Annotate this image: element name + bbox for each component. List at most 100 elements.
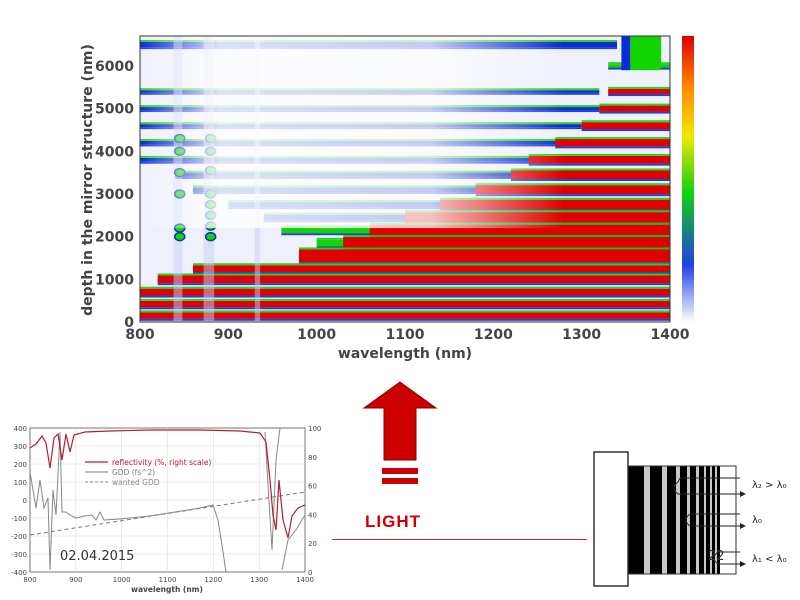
y-tick-label: 3000 [95,187,134,203]
x-tick-label: 800 [125,327,154,343]
reflectivity-curve [29,429,306,539]
mirror-layer [699,466,704,574]
right-tick-label: 20 [308,540,317,548]
y-tick-label: 4000 [95,144,134,160]
x-axis-label: wavelength (nm) [338,346,472,362]
gdd-curve [29,427,306,573]
arrow-stripe [382,478,418,484]
left-tick-label: -200 [11,533,27,541]
heatmap-band-edge [157,283,670,286]
light-arrow [362,381,438,484]
beam-path-center [685,513,740,527]
mirror-layer [715,466,717,574]
heatmap-band [299,249,670,263]
right-tick-label: 80 [308,454,317,462]
small-x-tick-label: 800 [23,576,36,584]
heatmap-band [281,227,388,234]
mirror-layer-stack-frame [627,465,737,575]
mirror-layer [717,466,720,574]
heatmap-band-edge [140,307,670,310]
x-tick-label: 1200 [474,327,513,343]
small-x-tick-label: 1200 [204,576,222,584]
mirror-layer [696,466,699,574]
y-tick-label: 6000 [95,59,134,75]
heatmap-band [157,275,670,284]
heatmap-band-edge [140,310,670,313]
beam-path-long [673,477,740,495]
heatmap-band-edge [140,295,670,298]
mirror-layer [676,466,680,574]
chirped-mirror-diagram: λ₂ > λ₀ λ₀ λ₁ < λ₀ 22 [593,451,787,587]
beam-arrowhead [740,491,746,497]
heatmap-band-edge [281,233,388,236]
heatmap-band-edge [140,298,670,301]
mirror-layer [628,466,644,574]
heatmap-band [140,300,670,308]
beam-arrowhead [740,523,746,529]
mirror-substrate [593,451,629,587]
small-x-tick-labels: 800 900 1000 1100 1200 1300 1400 [23,576,314,584]
right-tick-label: 100 [308,425,321,433]
y-tick-label: 0 [124,315,134,331]
right-tick-label: 60 [308,483,317,491]
left-tick-label: 200 [14,461,27,469]
y-tick-label: 5000 [95,102,134,118]
light-beam-line [332,539,587,540]
mirror-layer [680,466,687,574]
heatmap-band-edge [299,247,670,250]
heatmap-band [343,237,670,250]
mirror-layer [710,466,712,574]
small-x-tick-label: 1300 [250,576,268,584]
heatmap-band [369,224,670,236]
mirror-layer [690,466,696,574]
mirror-layer [687,466,690,574]
mirror-layer [712,466,715,574]
plot-frame [139,35,671,323]
x-tick-labels: 800 900 1000 1100 1200 1300 1400 [125,327,689,343]
small-plot-grid [30,428,305,572]
date-stamp: 02.04.2015 [60,549,134,564]
legend-item: reflectivity (%, right scale) [112,458,211,467]
page-number: 22 [708,549,725,564]
y-tick-label: 1000 [95,272,134,288]
mirror-layers [628,466,720,574]
mirror-layer [706,466,710,574]
left-tick-label: -300 [11,551,27,559]
heatmap-dot [174,231,186,242]
heatmap-figure: 800 900 1000 1100 1200 1300 1400 0 1000 2000 3000… [80,35,694,362]
left-tick-label: 400 [14,425,27,433]
lambda-label-short: λ₁ < λ₀ [752,554,787,565]
heatmap-plot-area [140,36,670,322]
heatmap-band-edge [140,318,670,321]
colorbar [682,36,694,322]
x-tick-label: 1000 [297,327,336,343]
wanted-gdd-line [29,491,306,536]
arrow-head-body [362,381,438,461]
left-tick-label: 0 [23,497,27,505]
heatmap-band-edge [193,272,670,275]
right-tick-label: 40 [308,511,317,519]
left-tick-labels: 400 300 200 100 0 -100 -200 -300 -400 [11,425,27,577]
small-x-tick-label: 900 [69,576,82,584]
light-label: LIGHT [365,512,421,531]
x-tick-label: 1400 [651,327,690,343]
heatmap-fade [140,36,670,229]
mirror-layer [662,466,667,574]
arrow-stripe [382,468,418,474]
beam-path-short [713,551,740,565]
mirror-layer [650,466,662,574]
mirror-layer [704,466,706,574]
mirror-layer [644,466,650,574]
heatmap-band-edge [157,273,670,276]
heatmap-dot [204,231,217,242]
y-tick-labels: 0 1000 2000 3000 4000 5000 6000 [95,59,134,331]
lambda-label-center: λ₀ [752,515,762,526]
legend-item: wanted GDD [112,478,160,487]
beam-arrowhead [740,561,746,567]
left-tick-label: 300 [14,443,27,451]
heatmap-band [193,265,670,273]
heatmap-band-edge [193,263,670,266]
left-tick-label: 100 [14,479,27,487]
heatmap-band [140,288,670,296]
